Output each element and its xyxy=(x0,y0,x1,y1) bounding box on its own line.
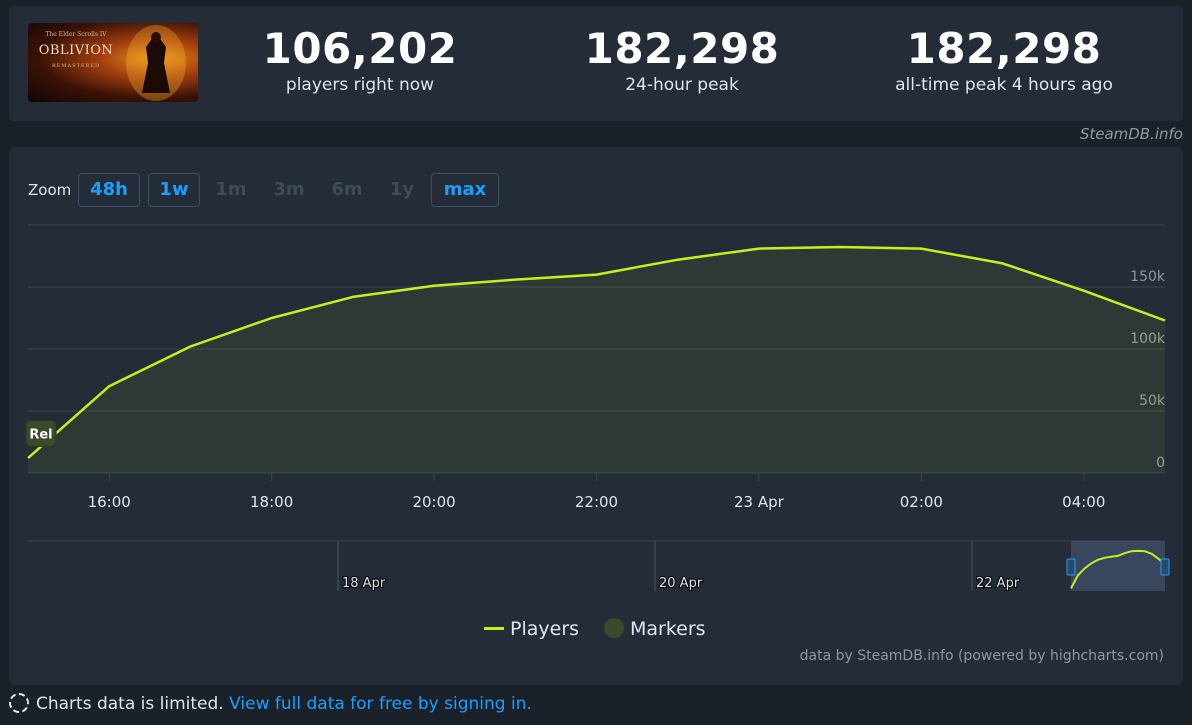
players-data-point xyxy=(594,272,600,278)
peak-24h-value: 182,298 xyxy=(584,24,780,73)
cover-top-text: The Elder Scrolls IV xyxy=(45,31,107,38)
navigator-tick-label: 20 Apr xyxy=(659,576,703,591)
players-area xyxy=(28,247,1165,473)
zoom-1w-button[interactable]: 1w xyxy=(148,173,200,207)
x-tick-label: 23 Apr xyxy=(734,493,785,511)
stat-all-time-peak: 182,298 all-time peak 4 hours ago xyxy=(854,24,1154,96)
players-data-point xyxy=(918,246,924,252)
y-tick-label: 0 xyxy=(1156,455,1165,471)
zoom-1y-button[interactable]: 1y xyxy=(389,179,415,200)
chart-legend: Players Markers xyxy=(9,615,1183,643)
players-data-point xyxy=(1162,317,1168,323)
cover-title: OBLIVION xyxy=(38,43,114,58)
x-tick-label: 22:00 xyxy=(575,493,618,511)
navigator-handle-icon[interactable] xyxy=(1160,558,1170,576)
all-time-peak-value: 182,298 xyxy=(906,24,1102,73)
game-cover-image[interactable]: The Elder Scrolls IV OBLIVION REMASTERED xyxy=(28,23,198,102)
players-data-point xyxy=(512,277,518,283)
chart-panel: Zoom 48h 1w 1m 3m 6m 1y max 0 50k 100k 150k… xyxy=(9,147,1183,685)
navigator-handle-icon[interactable] xyxy=(1066,558,1076,576)
limited-text: Charts data is limited. xyxy=(36,694,224,714)
player-count-chart[interactable]: 0 50k 100k 150k 16:00 18:00 20:00 22:00 23 Apr 02… xyxy=(9,147,1183,617)
stat-24h-peak: 182,298 24-hour peak xyxy=(532,24,832,96)
markers-legend-dot-icon xyxy=(604,618,624,638)
players-data-point xyxy=(25,455,31,461)
x-tick-label: 20:00 xyxy=(412,493,455,511)
players-series-line xyxy=(27,245,1166,460)
players-data-point xyxy=(431,283,437,289)
sign-in-link[interactable]: View full data for free by signing in. xyxy=(229,694,532,714)
release-marker-label: Rel xyxy=(29,427,52,442)
dashed-circle-icon xyxy=(9,693,29,713)
players-now-value: 106,202 xyxy=(262,24,458,73)
players-now-label: players right now xyxy=(285,75,435,95)
zoom-48h-button[interactable]: 48h xyxy=(78,173,140,207)
y-tick-label: 150k xyxy=(1130,269,1166,285)
players-data-point xyxy=(106,383,112,389)
x-tick-label: 02:00 xyxy=(900,493,943,511)
zoom-label: Zoom xyxy=(28,181,72,199)
y-tick-label: 50k xyxy=(1139,393,1166,409)
navigator-tick-label: 22 Apr xyxy=(976,576,1020,591)
players-legend-line-icon xyxy=(484,627,504,630)
legend-item-markers[interactable]: Markers xyxy=(604,615,706,643)
stats-panel: The Elder Scrolls IV OBLIVION REMASTERED… xyxy=(9,6,1183,121)
x-tick-label: 16:00 xyxy=(88,493,131,511)
all-time-peak-label: all-time peak 4 hours ago xyxy=(895,75,1113,95)
players-data-point xyxy=(675,257,681,263)
knight-figure-icon xyxy=(126,25,186,101)
zoom-max-button[interactable]: max xyxy=(431,173,499,207)
players-data-point xyxy=(837,244,843,250)
peak-24h-label: 24-hour peak xyxy=(625,75,739,95)
legend-markers-label: Markers xyxy=(630,618,706,640)
legend-item-players[interactable]: Players xyxy=(484,615,579,643)
players-data-point xyxy=(187,344,193,350)
navigator-tick-label: 18 Apr xyxy=(342,576,386,591)
x-tick-label: 04:00 xyxy=(1062,493,1105,511)
navigator-window xyxy=(1071,541,1165,591)
x-tick-label: 18:00 xyxy=(250,493,293,511)
players-data-point xyxy=(269,315,275,321)
zoom-6m-button[interactable]: 6m xyxy=(331,179,363,200)
steamdb-credit[interactable]: SteamDB.info xyxy=(1079,125,1183,143)
zoom-3m-button[interactable]: 3m xyxy=(273,179,305,200)
legend-players-label: Players xyxy=(510,618,580,640)
stat-players-now: 106,202 players right now xyxy=(210,24,510,96)
players-data-point xyxy=(1081,288,1087,294)
players-data-point xyxy=(1000,260,1006,266)
y-tick-label: 100k xyxy=(1130,331,1166,347)
players-data-point xyxy=(350,294,356,300)
cover-subtitle: REMASTERED xyxy=(52,63,100,69)
data-limited-notice: Charts data is limited. View full data f… xyxy=(9,693,532,715)
zoom-1m-button[interactable]: 1m xyxy=(215,179,247,200)
navigator-series-line xyxy=(1070,549,1166,589)
release-marker-badge xyxy=(25,419,57,447)
players-data-point xyxy=(756,246,762,252)
chart-credit[interactable]: data by SteamDB.info (powered by highcha… xyxy=(799,648,1164,664)
